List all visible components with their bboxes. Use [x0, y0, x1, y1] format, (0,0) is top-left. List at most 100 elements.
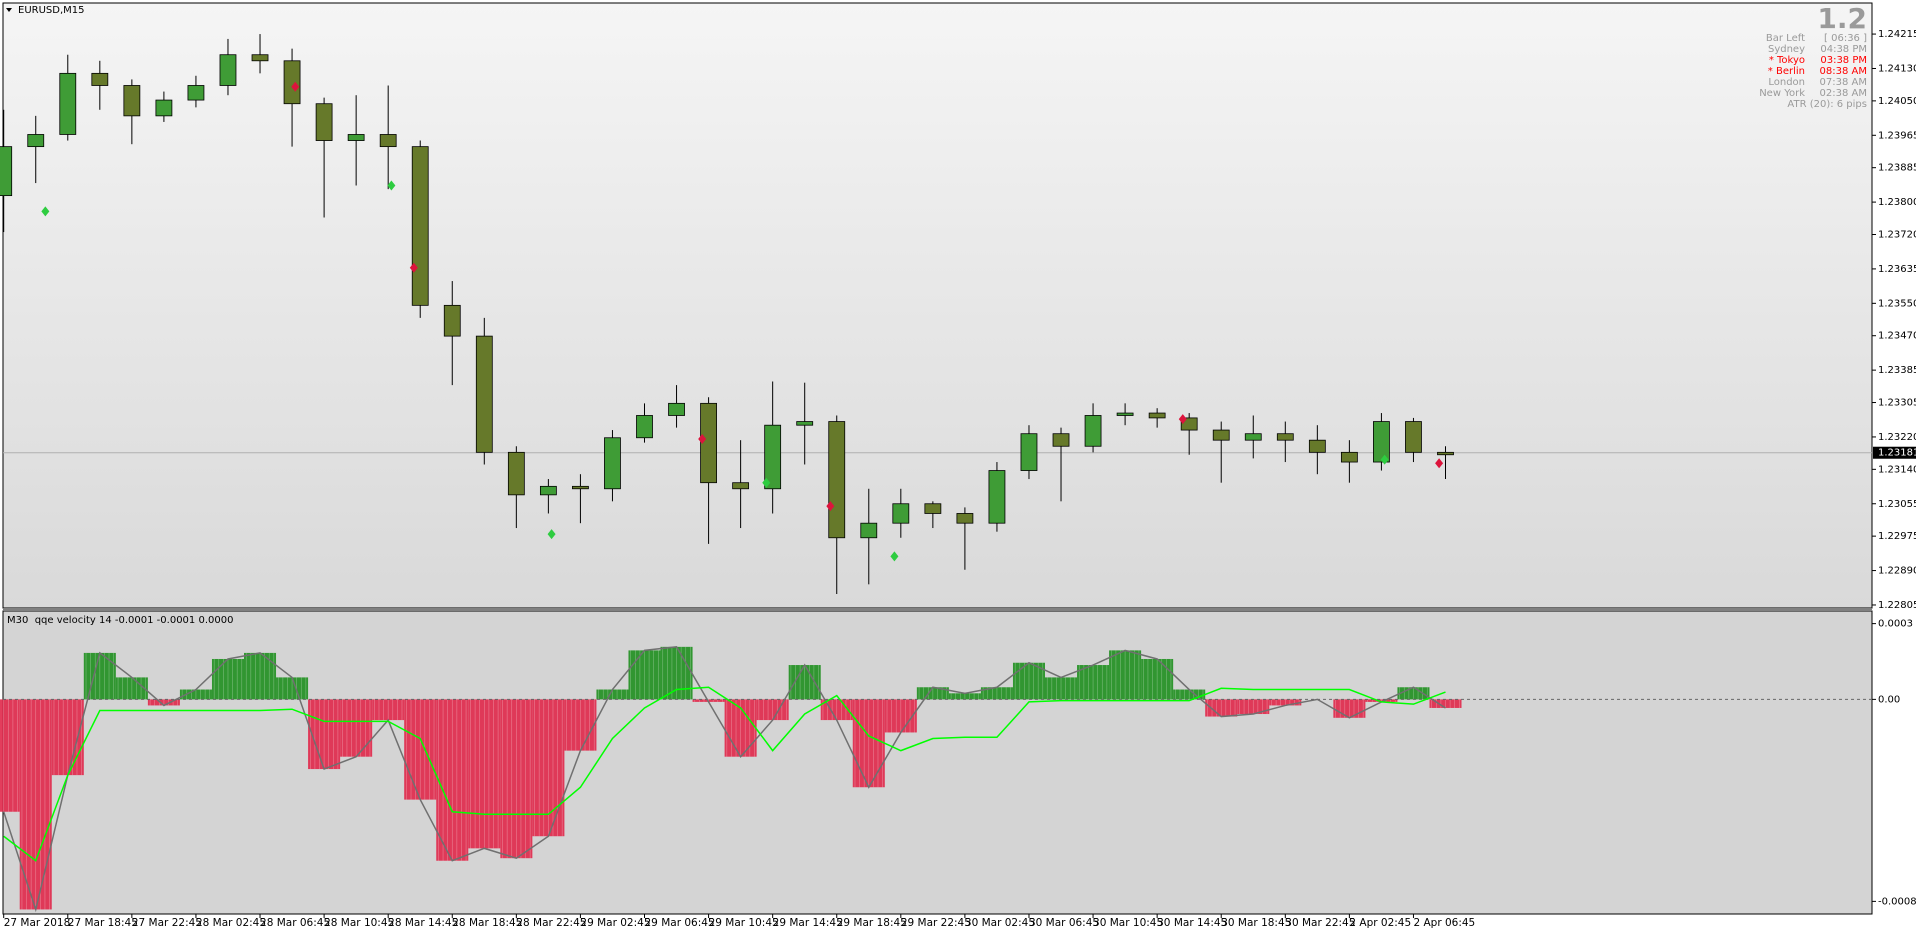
y-tick-label: 0.00: [1878, 694, 1900, 705]
info-big: 1.2: [1817, 2, 1867, 35]
x-tick-label: 28 Mar 22:45: [516, 917, 586, 929]
info-atr: ATR (20): 6 pips: [1787, 99, 1867, 110]
histogram-bar: [1109, 650, 1142, 700]
histogram-bar: [1012, 662, 1045, 700]
candle-body: [59, 72, 77, 135]
x-tick-label: 2 Apr 06:45: [1413, 917, 1475, 929]
histogram-bar: [211, 658, 244, 700]
candle-body: [539, 485, 557, 496]
x-tick-label: 28 Mar 18:45: [452, 917, 522, 929]
indicator-panel: [2, 610, 1873, 915]
x-tick-label: 30 Mar 06:45: [1029, 917, 1099, 929]
candle-body: [283, 60, 301, 105]
info-value: [ 06:36 ]: [1824, 33, 1867, 44]
histogram-bar: [1077, 665, 1110, 700]
candle-body: [860, 522, 878, 539]
histogram-bar: [884, 699, 917, 733]
histogram-bar: [628, 650, 661, 700]
y-tick-label: 1.22975: [1878, 531, 1916, 542]
y-tick-label: 1.24050: [1878, 96, 1916, 107]
y-tick-label: 0.0003: [1878, 619, 1913, 630]
y-tick-label: 1.23965: [1878, 130, 1916, 141]
last-price-label: 1.23181: [1878, 448, 1916, 459]
histogram-bar: [468, 699, 501, 849]
candle-body: [668, 402, 685, 416]
y-tick-label: 1.23885: [1878, 163, 1916, 174]
histogram-bar: [308, 699, 341, 770]
candle-body: [700, 402, 717, 484]
y-tick-label: -0.0008: [1878, 896, 1916, 907]
y-tick-label: 1.23220: [1878, 432, 1916, 443]
candle-body: [1244, 433, 1262, 441]
menu-arrow[interactable]: [6, 8, 12, 12]
y-tick-label: 1.23550: [1878, 298, 1916, 309]
candle-body: [411, 146, 429, 306]
x-tick-label: 27 Mar 2018: [4, 917, 71, 929]
sell-signal: [826, 501, 835, 512]
histogram-bar: [948, 693, 981, 700]
histogram-bar: [115, 677, 148, 700]
buy-signal: [762, 477, 771, 488]
histogram-bar: [500, 699, 533, 859]
histogram-bar: [1045, 677, 1078, 700]
candle-body: [1437, 451, 1454, 456]
sell-signal: [698, 433, 707, 444]
buy-signal: [387, 180, 396, 191]
y-tick-label: 1.23055: [1878, 499, 1916, 510]
histogram-bar: [179, 689, 212, 700]
candle-body: [91, 72, 109, 86]
indicator-title: M30 qqe velocity 14 -0.0001 -0.0001 0.00…: [7, 615, 233, 626]
sell-signal: [409, 262, 418, 273]
x-tick-label: 30 Mar 22:45: [1285, 917, 1355, 929]
y-tick-label: 1.23305: [1878, 398, 1916, 409]
buy-signal: [547, 529, 556, 540]
histogram-bar: [916, 687, 949, 700]
x-tick-label: 29 Mar 22:45: [901, 917, 971, 929]
y-tick-label: 1.24215: [1878, 29, 1916, 40]
candle-body: [251, 54, 269, 62]
candle-body: [1276, 433, 1294, 441]
candle-body: [155, 99, 173, 117]
candle-body: [956, 513, 974, 524]
x-tick-label: 30 Mar 10:45: [1093, 917, 1163, 929]
candle-body: [1373, 421, 1390, 463]
candle-body: [507, 451, 525, 496]
info-label: * Tokyo: [1769, 55, 1805, 66]
sell-signal: [1178, 414, 1187, 425]
histogram-bar: [0, 699, 20, 812]
histogram-outline: [2, 646, 1446, 913]
histogram-bar: [1269, 699, 1302, 706]
histogram-bar: [980, 687, 1013, 700]
y-tick-label: 1.23140: [1878, 464, 1916, 475]
info-value: 07:38 AM: [1820, 77, 1867, 88]
y-tick-label: 1.23635: [1878, 264, 1916, 275]
candle-body: [379, 134, 397, 148]
candle-body: [924, 503, 942, 514]
buy-signal: [890, 551, 899, 562]
candle-body: [475, 335, 493, 453]
candle-body: [1212, 429, 1230, 441]
candle-body: [892, 503, 910, 524]
info-value: 03:38 PM: [1820, 55, 1867, 66]
buy-signal: [1380, 454, 1389, 465]
candle-body: [443, 304, 461, 337]
histogram-bar: [1365, 699, 1398, 702]
candle-body: [0, 146, 13, 197]
candle-body: [1116, 412, 1134, 416]
y-tick-label: 1.22805: [1878, 600, 1916, 611]
x-tick-label: 2 Apr 02:45: [1349, 917, 1411, 929]
y-tick-label: 1.23385: [1878, 365, 1916, 376]
x-tick-label: 29 Mar 14:45: [773, 917, 843, 929]
histogram-bar: [852, 699, 885, 788]
histogram-bar: [276, 677, 309, 700]
y-tick-label: 1.24130: [1878, 63, 1916, 74]
info-label: Bar Left: [1766, 33, 1805, 44]
histogram-bar: [756, 699, 789, 721]
histogram-bar: [1173, 689, 1206, 700]
candle-body: [219, 54, 237, 86]
x-tick-label: 30 Mar 14:45: [1157, 917, 1227, 929]
histogram-bar: [596, 689, 629, 700]
histogram-bar: [340, 699, 373, 757]
